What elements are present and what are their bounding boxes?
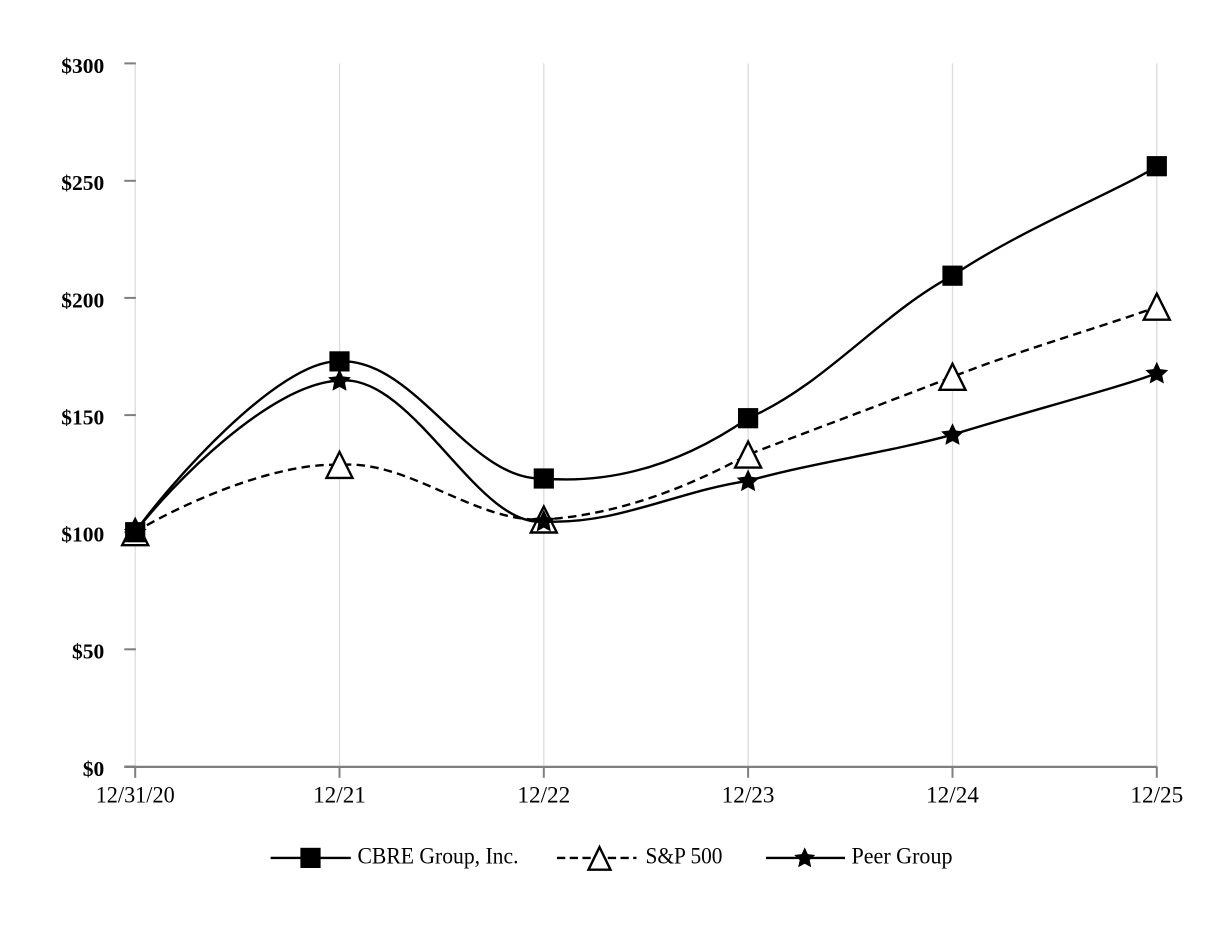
svg-text:Peer Group: Peer Group bbox=[852, 844, 953, 870]
svg-text:12/25: 12/25 bbox=[1130, 783, 1183, 809]
svg-text:$50: $50 bbox=[72, 640, 104, 664]
svg-text:12/31/20: 12/31/20 bbox=[96, 783, 175, 809]
svg-text:12/23: 12/23 bbox=[722, 783, 775, 809]
svg-text:$150: $150 bbox=[61, 406, 104, 430]
svg-text:S&P 500: S&P 500 bbox=[646, 844, 723, 870]
svg-text:$250: $250 bbox=[61, 171, 104, 195]
svg-text:$0: $0 bbox=[83, 757, 105, 781]
svg-text:$300: $300 bbox=[61, 54, 104, 78]
svg-text:$100: $100 bbox=[61, 523, 104, 547]
svg-text:$200: $200 bbox=[61, 288, 104, 312]
svg-text:CBRE Group, Inc.: CBRE Group, Inc. bbox=[358, 844, 519, 870]
svg-text:12/24: 12/24 bbox=[926, 783, 979, 809]
svg-text:12/22: 12/22 bbox=[517, 783, 570, 809]
svg-text:12/21: 12/21 bbox=[313, 783, 366, 809]
